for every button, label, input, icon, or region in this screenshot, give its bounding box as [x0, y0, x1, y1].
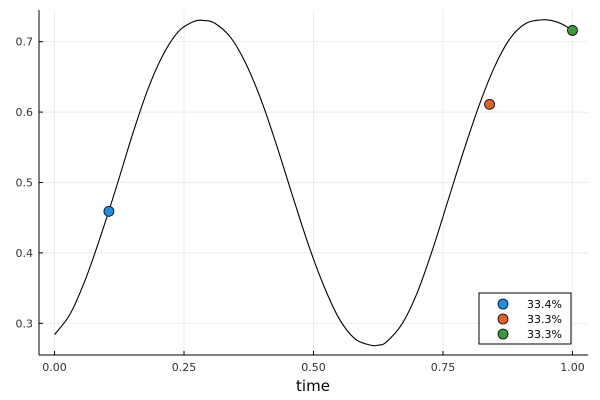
- y-tick-label: 0.5: [16, 177, 34, 190]
- series-2-point: [484, 98, 495, 110]
- legend-marker-1: [497, 298, 509, 310]
- x-tick-label: 0.00: [42, 361, 67, 374]
- legend-marker-2: [497, 313, 509, 325]
- series-3-point: [567, 25, 578, 36]
- y-tick-label: 0.4: [16, 247, 34, 260]
- points-layer: [103, 25, 578, 217]
- legend-label-3: 33.3%: [527, 328, 562, 341]
- x-tick-label: 0.25: [172, 361, 197, 374]
- legend-label-2: 33.3%: [527, 313, 562, 326]
- grid-lines: [39, 10, 588, 355]
- x-tick-label: 0.50: [301, 361, 326, 374]
- x-tick-label: 1.00: [560, 361, 585, 374]
- tick-marks: 0.00 0.25 0.50 0.75 1.00 0.3 0.4 0.5 0.6 0.7: [16, 36, 585, 374]
- legend-box: [478, 292, 572, 345]
- trajectory-line: [54, 19, 573, 347]
- legend-marker-3: [497, 328, 509, 340]
- legend-label-1: 33.4%: [527, 298, 562, 311]
- legend: 33.4% 33.3% 33.3%: [478, 292, 572, 345]
- y-tick-label: 0.6: [16, 106, 34, 119]
- series-1-point: [103, 205, 115, 217]
- y-tick-label: 0.7: [16, 36, 34, 49]
- y-tick-label: 0.3: [16, 317, 34, 330]
- x-axis-label: time: [296, 377, 330, 395]
- x-tick-label: 0.75: [431, 361, 456, 374]
- curve-layer: [54, 19, 573, 347]
